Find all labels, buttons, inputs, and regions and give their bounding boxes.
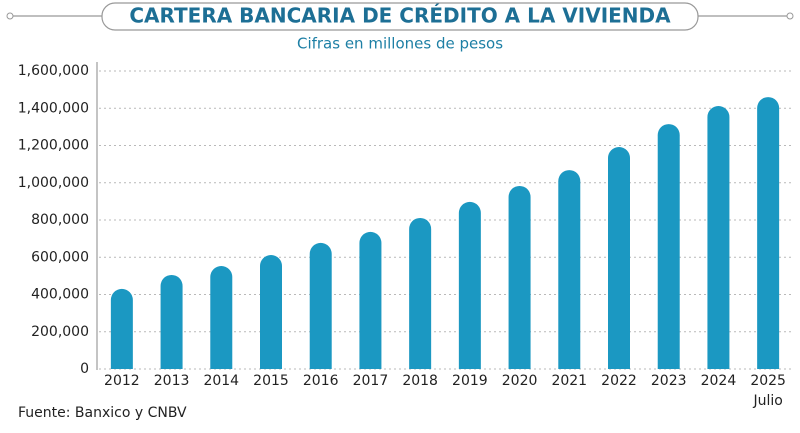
bar [608, 146, 630, 369]
title-dot [6, 12, 14, 20]
x-tick-label: 2015 [253, 373, 289, 389]
x-tick-label: 2016 [303, 373, 339, 389]
x-tick-label: 2018 [402, 373, 438, 389]
title-dot [786, 12, 794, 20]
x-tick-label: 2013 [154, 373, 190, 389]
y-tick-label: 1,000,000 [18, 175, 89, 191]
bar [409, 217, 432, 369]
source: Fuente: Banxico y CNBV [18, 405, 187, 421]
bar [359, 231, 382, 369]
bar [210, 266, 233, 369]
bar [657, 124, 680, 369]
y-tick-label: 800,000 [31, 212, 89, 228]
bar [707, 106, 730, 369]
bar [160, 274, 183, 369]
y-tick-label: 0 [80, 361, 89, 377]
y-tick-label: 600,000 [31, 249, 89, 265]
x-tick-label: 2023 [651, 373, 687, 389]
x-tick-label: 2020 [502, 373, 538, 389]
bar [110, 288, 133, 369]
x-tick-note: Julio [752, 393, 782, 409]
x-tick-label: 2021 [551, 373, 587, 389]
chart-title: CARTERA BANCARIA DE CRÉDITO A LA VIVIEND… [129, 4, 671, 28]
bar [558, 170, 581, 369]
x-tick-label: 2024 [701, 373, 737, 389]
bar [757, 97, 780, 369]
y-tick-label: 200,000 [31, 324, 89, 340]
title-frame [101, 2, 699, 31]
y-tick-label: 1,400,000 [18, 100, 89, 116]
y-tick-label: 1,200,000 [18, 138, 89, 154]
x-tick-label: 2014 [203, 373, 239, 389]
x-tick-label: 2022 [601, 373, 637, 389]
x-tick-label: 2017 [353, 373, 389, 389]
x-tick-label: 2025 [750, 373, 786, 389]
x-tick-label: 2019 [452, 373, 488, 389]
x-tick-label: 2012 [104, 373, 140, 389]
bar [458, 201, 481, 369]
bar [260, 255, 282, 369]
bar [508, 185, 531, 369]
bar [309, 242, 332, 369]
chart-subtitle: Cifras en millones de pesos [297, 35, 503, 53]
y-tick-label: 400,000 [31, 287, 89, 303]
y-tick-label: 1,600,000 [18, 63, 89, 79]
